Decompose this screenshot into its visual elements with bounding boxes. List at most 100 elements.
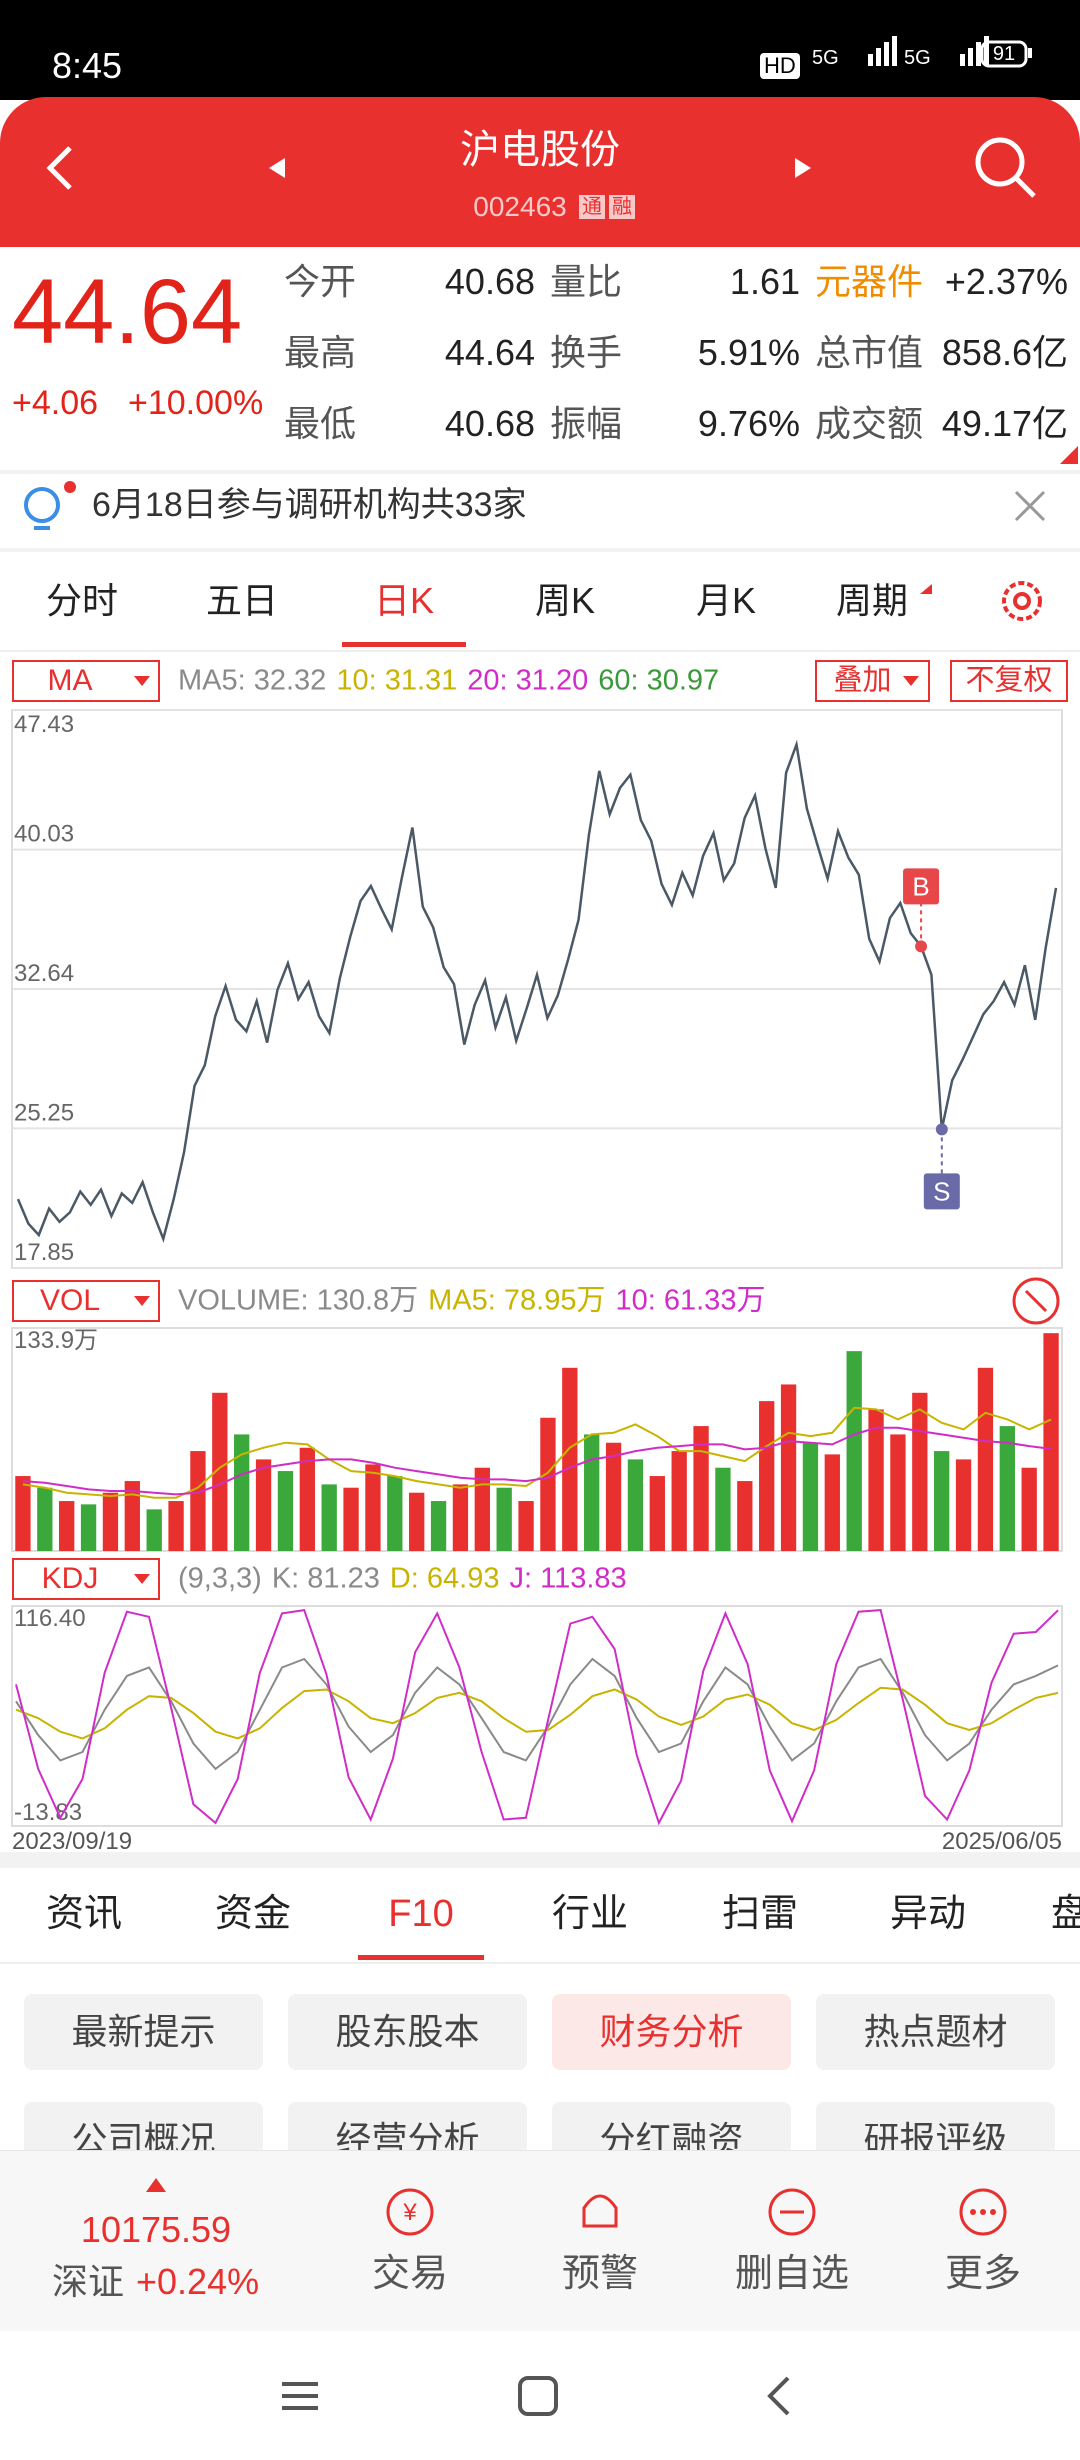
volume-bar <box>759 1401 775 1551</box>
f10-button-label[interactable]: 财务分析 <box>599 2011 744 2052</box>
back-nav-icon[interactable] <box>767 2376 790 2416</box>
volume-bar <box>430 1501 447 1551</box>
chart-option-label[interactable]: 不复权 <box>965 664 1053 697</box>
period-tab[interactable]: 周K <box>534 580 596 621</box>
info-tab[interactable]: 资金 <box>214 1893 292 1935</box>
volume-bar <box>474 1467 490 1551</box>
notice-text[interactable]: 6月18日参与调研机构共33家 <box>92 486 527 524</box>
f10-button-label[interactable]: 最新提示 <box>71 2011 216 2052</box>
f10-button[interactable] <box>552 1994 791 2070</box>
indicator-value: 10: 61.33万 <box>615 1284 766 1317</box>
back-button[interactable] <box>46 146 72 190</box>
action-label[interactable]: 预警 <box>561 2253 639 2295</box>
next-stock-button[interactable] <box>795 158 811 178</box>
period-tab[interactable]: 日K <box>373 580 435 621</box>
settings-button[interactable] <box>1002 581 1042 621</box>
index-name[interactable]: 深证 <box>52 2261 125 2302</box>
volume-bar <box>80 1504 97 1551</box>
signal-bar <box>968 48 973 66</box>
period-tab[interactable]: 五日 <box>205 580 279 621</box>
volume-bar <box>605 1442 622 1551</box>
info-tab[interactable]: 异动 <box>889 1893 967 1935</box>
volume-bar <box>168 1501 184 1551</box>
info-tab[interactable]: 盘 <box>1050 1893 1080 1935</box>
y-tick-label: 47.43 <box>14 711 74 738</box>
info-tab[interactable]: 行业 <box>551 1893 629 1935</box>
active-tab-indicator <box>358 1955 484 1960</box>
expand-button[interactable] <box>1012 1277 1060 1325</box>
stat-value: 49.17亿 <box>941 403 1068 444</box>
volume-bar <box>780 1384 797 1551</box>
volume-bar <box>562 1367 578 1551</box>
action-label[interactable]: 交易 <box>371 2253 449 2295</box>
indicator-value: K: 81.23 <box>271 1562 380 1595</box>
index-change[interactable]: +0.24% <box>136 2261 260 2302</box>
stat-label: 最高 <box>284 332 357 373</box>
volume-bar <box>890 1434 906 1551</box>
signal-icons <box>868 36 1032 68</box>
dropdown-mark <box>920 584 932 594</box>
notice-dot <box>64 481 76 493</box>
status-bar <box>0 0 1080 100</box>
home-icon[interactable] <box>518 2376 558 2416</box>
chart-option-label[interactable]: 叠加 <box>833 664 892 697</box>
volume-bar <box>649 1476 665 1551</box>
price-change: +4.06 <box>12 384 99 422</box>
stat-label: 最低 <box>284 403 357 444</box>
indicator-selector[interactable] <box>12 1280 160 1322</box>
signal-bar <box>976 42 981 66</box>
y-tick-label: 17.85 <box>14 1239 74 1266</box>
f10-button[interactable] <box>24 1994 263 2070</box>
indicator-value: VOLUME: 130.8万 <box>178 1284 419 1317</box>
period-tab[interactable]: 分时 <box>45 580 119 621</box>
stat-value: 858.6亿 <box>941 332 1068 373</box>
indicator-name[interactable]: KDJ <box>41 1562 99 1595</box>
action-label[interactable]: 删自选 <box>734 2253 850 2295</box>
volume-bar <box>452 1484 469 1551</box>
status-time: 8:45 <box>52 45 123 86</box>
alert-icon <box>582 2194 618 2228</box>
volume-bar <box>255 1459 272 1551</box>
index-value[interactable]: 10175.59 <box>80 2209 232 2250</box>
app-header <box>0 97 1080 247</box>
divider <box>0 1962 1080 1964</box>
indicator-name[interactable]: VOL <box>39 1284 101 1317</box>
info-tab[interactable]: 资讯 <box>45 1893 123 1935</box>
action-label[interactable]: 更多 <box>944 2253 1022 2295</box>
volume-bar <box>321 1484 337 1551</box>
indicator-selector[interactable] <box>12 1558 160 1600</box>
chart-option-button[interactable] <box>815 660 930 702</box>
y-tick-label: 32.64 <box>14 960 74 987</box>
indicator-name[interactable]: MA <box>47 664 93 697</box>
info-tab[interactable]: F10 <box>388 1893 454 1935</box>
start-date: 2023/09/19 <box>12 1828 133 1855</box>
f10-button[interactable] <box>816 1994 1055 2070</box>
f10-button-label[interactable]: 热点题材 <box>863 2011 1008 2052</box>
period-tab[interactable]: 周期 <box>835 580 909 621</box>
volume-bar <box>234 1434 250 1551</box>
stat-value: +2.37% <box>944 261 1068 302</box>
f10-button-label[interactable]: 股东股本 <box>335 2011 480 2052</box>
volume-bar <box>518 1501 534 1551</box>
prev-stock-button[interactable] <box>269 158 285 178</box>
stock-name: 沪电股份 <box>460 128 620 172</box>
last-price: 44.64 <box>12 261 243 363</box>
volume-bar <box>102 1492 119 1551</box>
volume-bar <box>912 1392 928 1551</box>
remove-icon <box>768 2188 816 2236</box>
indicator-selector[interactable] <box>12 660 160 702</box>
search-button[interactable] <box>975 137 1036 198</box>
divider <box>0 650 1080 652</box>
info-tab[interactable]: 扫雷 <box>721 1893 799 1935</box>
stat-value: 40.68 <box>444 403 535 444</box>
close-notice-button[interactable] <box>1014 490 1046 522</box>
chart-option-button[interactable] <box>950 660 1068 702</box>
stat-label: 元器件 <box>815 261 924 302</box>
period-tab[interactable]: 月K <box>695 580 757 621</box>
kdj-line <box>15 1686 1059 1740</box>
f10-button[interactable] <box>288 1994 527 2070</box>
active-tab-indicator <box>342 642 466 647</box>
signal-bar <box>892 36 897 66</box>
volume-bar <box>802 1442 819 1551</box>
